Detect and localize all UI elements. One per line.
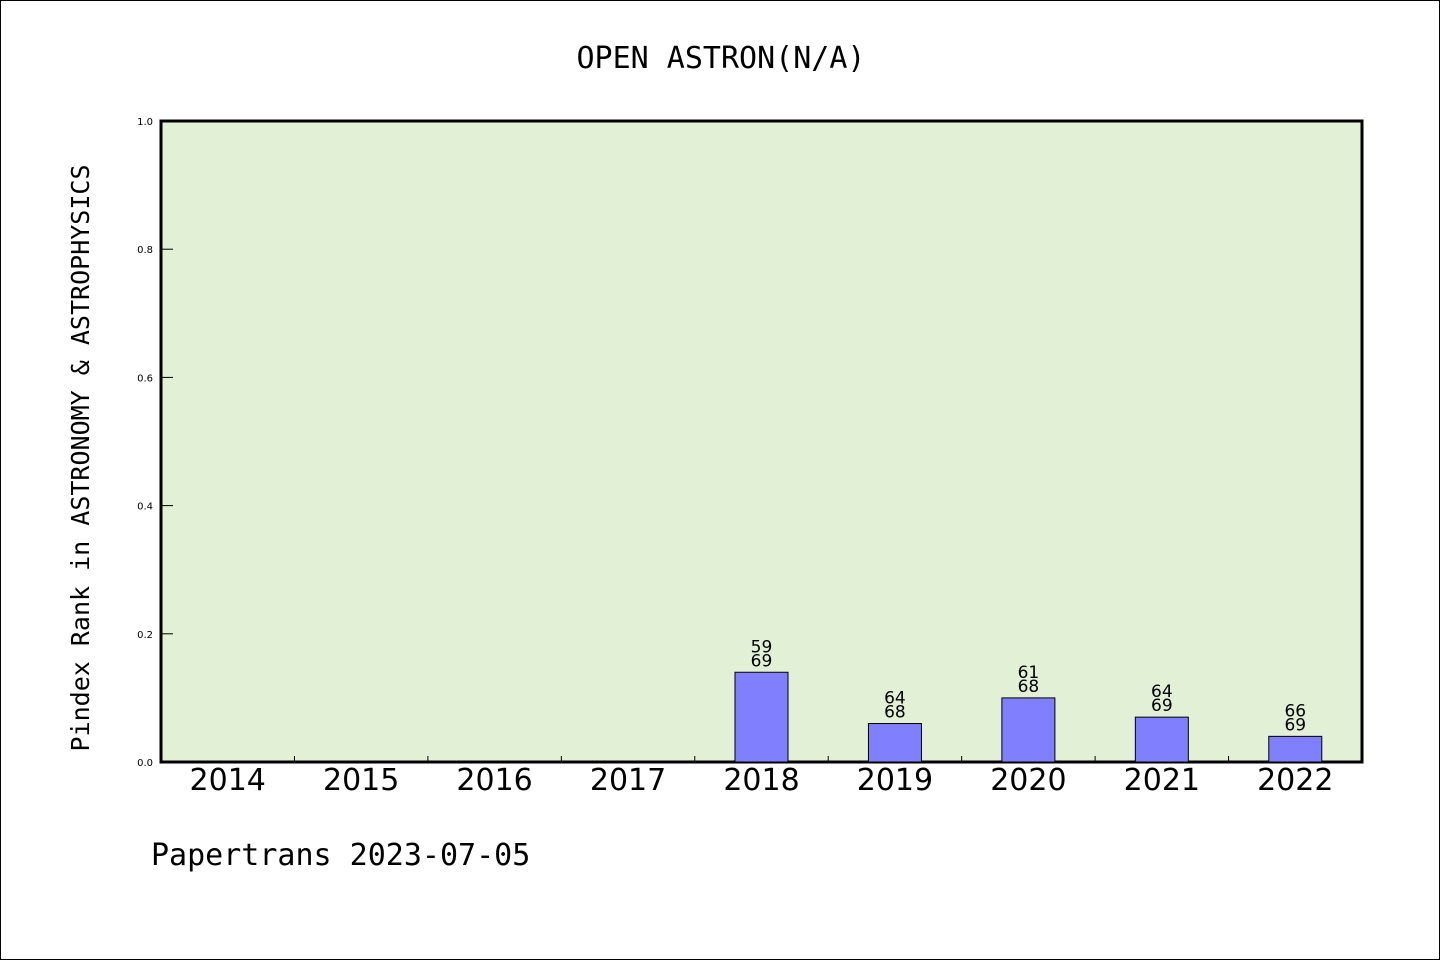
x-axis-ticks: 2014 2015 2016 2017 2018 2019 2020 2021 2022 [190,756,1333,798]
y-axis-ticks: 0.0 0.2 0.4 0.6 0.8 1.0 [137,117,173,769]
y-axis-label-group: Pindex Rank in ASTRONOMY & ASTROPHYSICS [66,165,95,752]
y-tick-label: 0.0 [137,758,153,769]
y-tick-label: 1.0 [137,117,153,128]
chart-title: OPEN ASTRON(N/A) [577,41,866,76]
y-tick-label: 0.6 [137,373,153,384]
bar [1134,716,1189,763]
y-tick-label: 0.8 [137,245,153,256]
bar-total-label: 68 [884,703,906,723]
bar-rank-label: 64 [1151,682,1173,702]
plot-area [159,119,1364,764]
y-axis-label: Pindex Rank in ASTRONOMY & ASTROPHYSICS [66,165,95,752]
bar-total-label: 68 [1018,677,1040,697]
footer-text: Papertrans 2023-07-05 [151,838,530,873]
x-tick-label: 2018 [723,763,799,798]
y-tick-label: 0.2 [137,630,153,641]
bar-rank-label: 61 [1018,663,1040,683]
x-tick-label: 2016 [456,763,532,798]
bar [1268,735,1323,763]
x-tick-label: 2015 [323,763,399,798]
bar-rank-label: 66 [1284,701,1306,721]
bar-rank-label: 59 [751,637,773,657]
x-tick-label: 2020 [990,763,1066,798]
bar-total-label: 69 [1151,696,1173,716]
bar [867,723,922,763]
x-tick-label: 2014 [190,763,266,798]
bar-total-label: 69 [751,651,773,671]
y-tick-label: 0.4 [137,502,153,513]
x-tick-label: 2022 [1257,763,1333,798]
bar [734,671,789,763]
x-tick-label: 2021 [1124,763,1200,798]
bar-total-label: 69 [1284,715,1306,735]
bar-rank-label: 64 [884,689,906,709]
x-tick-label: 2019 [857,763,933,798]
bar [1001,697,1056,763]
x-tick-label: 2017 [590,763,666,798]
